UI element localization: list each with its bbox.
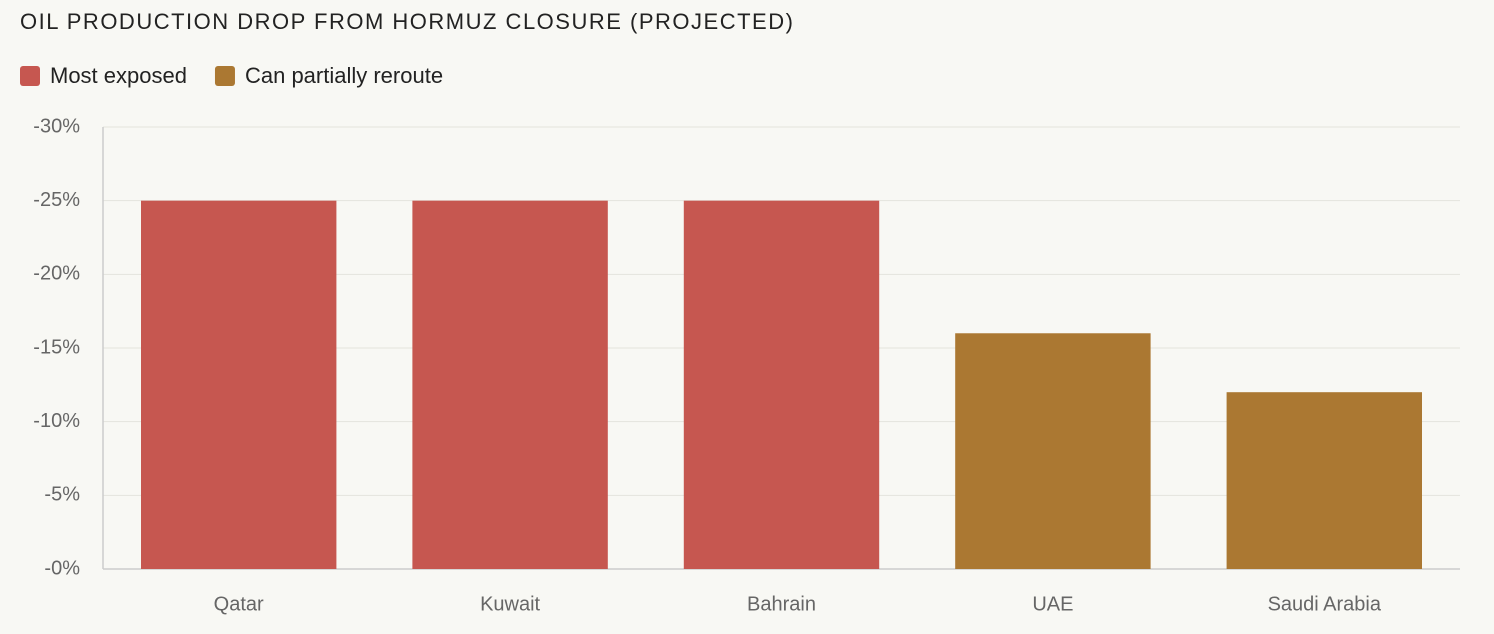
y-tick-label: -15%	[33, 336, 80, 358]
x-tick-label: Saudi Arabia	[1268, 593, 1382, 615]
y-tick-label: -5%	[44, 484, 80, 506]
legend-swatch	[20, 66, 40, 86]
x-tick-label: Kuwait	[480, 593, 540, 615]
bar	[1226, 392, 1423, 569]
bar	[140, 200, 337, 569]
x-tick-label: Bahrain	[747, 593, 816, 615]
y-tick-label: -25%	[33, 189, 80, 211]
legend-label: Most exposed	[50, 63, 187, 88]
y-tick-label: -30%	[33, 115, 80, 137]
legend-label: Can partially reroute	[245, 63, 443, 88]
bar	[955, 333, 1151, 569]
bar	[683, 200, 880, 569]
y-tick-label: -20%	[33, 263, 80, 285]
legend-swatch	[214, 66, 235, 86]
bar	[412, 200, 608, 569]
y-tick-label: -0%	[44, 557, 80, 579]
x-tick-label: Qatar	[214, 593, 264, 615]
y-tick-label: -10%	[33, 410, 80, 432]
chart-title: OIL PRODUCTION DROP FROM HORMUZ CLOSURE …	[20, 9, 794, 34]
x-tick-label: UAE	[1032, 593, 1073, 615]
